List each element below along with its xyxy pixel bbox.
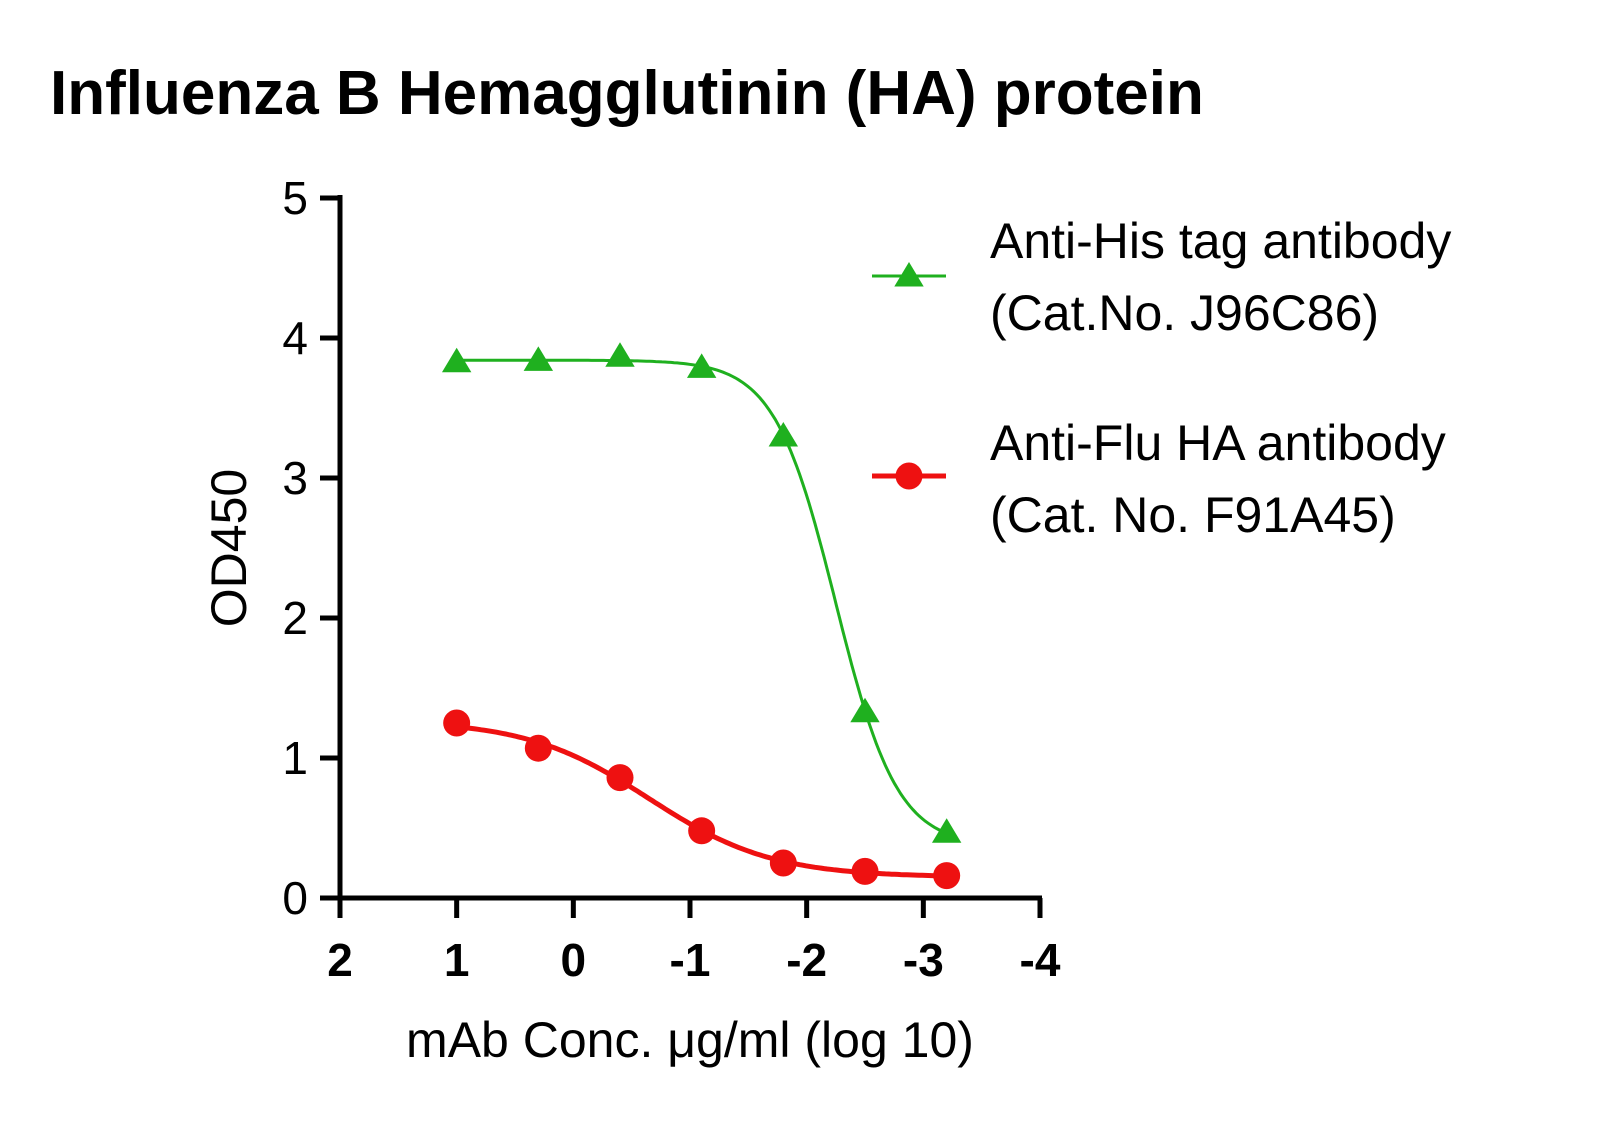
legend-label: Anti-His tag antibody: [990, 213, 1451, 269]
triangle-point: [686, 353, 717, 378]
x-tick-label: -1: [670, 934, 711, 986]
triangle-point: [931, 818, 962, 843]
y-tick-label: 2: [282, 592, 308, 644]
fit-curves: [456, 358, 948, 879]
y-tick-label: 3: [282, 452, 308, 504]
legend: Anti-His tag antibody (Cat.No. J96C86) Ant…: [872, 213, 1451, 543]
x-tick-label: 1: [444, 934, 470, 986]
y-tick-label: 5: [282, 172, 308, 224]
triangle-point: [768, 422, 799, 447]
triangle-point: [605, 342, 635, 367]
circle-point: [524, 734, 552, 762]
x-tick-label: 2: [327, 934, 353, 986]
y-tick-label: 0: [282, 872, 308, 924]
y-axis-title: OD450: [201, 469, 257, 627]
x-tick-label: -2: [786, 934, 827, 986]
data-points: [441, 342, 962, 890]
triangle-point: [441, 347, 472, 373]
chart-title: Influenza B Hemagglutinin (HA) protein: [50, 59, 1204, 128]
legend-label-catalog: (Cat.No. J96C86): [990, 285, 1379, 341]
circle-point: [933, 862, 961, 890]
circle-point: [851, 857, 879, 885]
axes: 0 1 2 3 4 5 2 1 0 -1 -2 -3 -4: [282, 172, 1060, 986]
legend-label-catalog: (Cat. No. F91A45): [990, 487, 1396, 543]
x-axis-title: mAb Conc. μg/ml (log 10): [406, 1012, 974, 1068]
circle-point: [688, 817, 716, 845]
y-tick-label: 1: [282, 732, 308, 784]
circle-point: [443, 709, 471, 737]
x-tick-label: 0: [561, 934, 587, 986]
triangle-point: [850, 697, 880, 723]
x-tick-label: -3: [903, 934, 944, 986]
triangle-point: [523, 346, 554, 371]
y-tick-label: 4: [282, 312, 308, 364]
legend-label: Anti-Flu HA antibody: [990, 415, 1446, 471]
circle-point: [606, 764, 634, 792]
circle-point: [769, 849, 797, 877]
x-tick-label: -4: [1020, 934, 1061, 986]
anti-his-fit-curve: [456, 358, 948, 835]
legend-circle-marker: [895, 462, 923, 490]
legend-triangle-marker: [894, 262, 924, 287]
